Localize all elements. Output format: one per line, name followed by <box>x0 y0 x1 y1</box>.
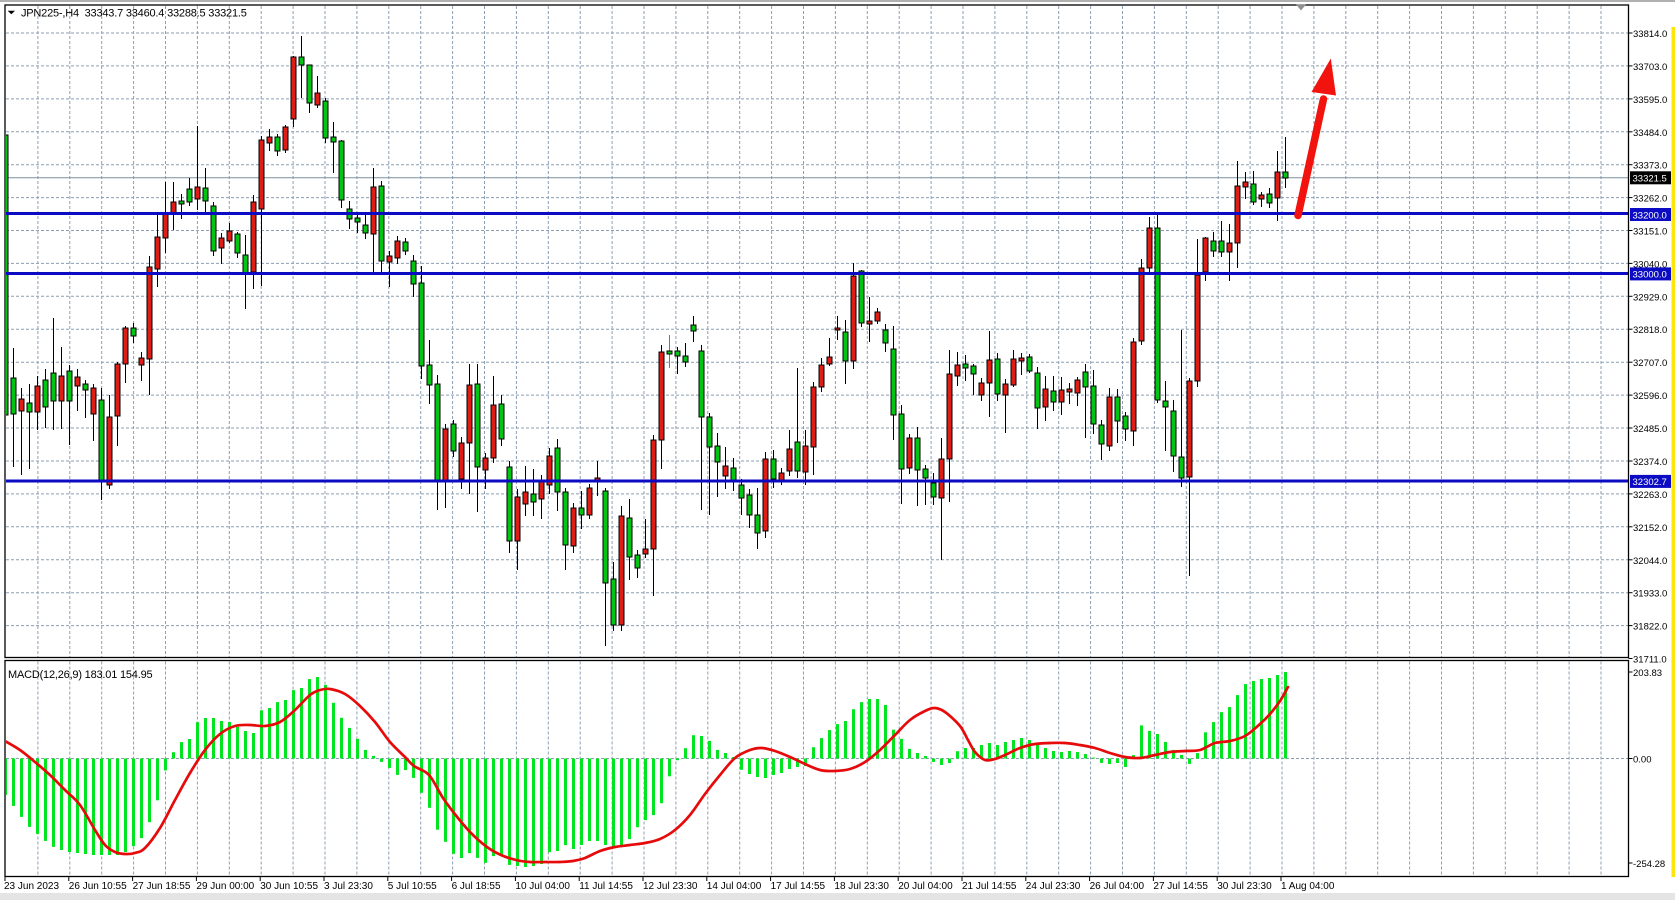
svg-text:29 Jun 00:00: 29 Jun 00:00 <box>196 881 254 892</box>
svg-text:5 Jul 10:55: 5 Jul 10:55 <box>388 881 437 892</box>
svg-text:21 Jul 14:55: 21 Jul 14:55 <box>962 881 1017 892</box>
svg-text:0.00: 0.00 <box>1633 755 1652 766</box>
svg-text:24 Jul 23:30: 24 Jul 23:30 <box>1026 881 1081 892</box>
svg-text:33000.0: 33000.0 <box>1633 270 1667 281</box>
svg-text:32044.0: 32044.0 <box>1633 556 1667 567</box>
svg-text:33373.0: 33373.0 <box>1633 161 1667 172</box>
svg-text:26 Jun 10:55: 26 Jun 10:55 <box>69 881 127 892</box>
svg-text:32263.0: 32263.0 <box>1633 490 1667 501</box>
svg-text:27 Jul 14:55: 27 Jul 14:55 <box>1153 881 1208 892</box>
svg-text:33151.0: 33151.0 <box>1633 227 1667 238</box>
svg-text:32707.0: 32707.0 <box>1633 358 1667 369</box>
svg-text:33814.0: 33814.0 <box>1633 29 1667 40</box>
svg-text:18 Jul 23:30: 18 Jul 23:30 <box>834 881 889 892</box>
svg-text:32485.0: 32485.0 <box>1633 424 1667 435</box>
svg-text:26 Jul 04:00: 26 Jul 04:00 <box>1090 881 1145 892</box>
svg-text:33262.0: 33262.0 <box>1633 194 1667 205</box>
svg-text:33200.0: 33200.0 <box>1633 210 1667 221</box>
svg-text:JPN225-,H4 33343.7 33460.4 33: JPN225-,H4 33343.7 33460.4 33288.5 33321… <box>21 8 247 20</box>
svg-text:12 Jul 23:30: 12 Jul 23:30 <box>643 881 698 892</box>
svg-text:33321.5: 33321.5 <box>1633 174 1667 185</box>
svg-text:17 Jul 14:55: 17 Jul 14:55 <box>771 881 826 892</box>
svg-text:31933.0: 31933.0 <box>1633 589 1667 600</box>
svg-text:32596.0: 32596.0 <box>1633 391 1667 402</box>
svg-text:20 Jul 04:00: 20 Jul 04:00 <box>898 881 953 892</box>
svg-text:33703.0: 33703.0 <box>1633 62 1667 73</box>
svg-text:32302.7: 32302.7 <box>1633 477 1667 488</box>
svg-text:203.83: 203.83 <box>1633 668 1662 679</box>
svg-text:1 Aug 04:00: 1 Aug 04:00 <box>1281 881 1335 892</box>
svg-text:10 Jul 04:00: 10 Jul 04:00 <box>515 881 570 892</box>
svg-text:31711.0: 31711.0 <box>1633 655 1667 666</box>
svg-text:6 Jul 18:55: 6 Jul 18:55 <box>452 881 501 892</box>
svg-text:14 Jul 04:00: 14 Jul 04:00 <box>707 881 762 892</box>
svg-text:32929.0: 32929.0 <box>1633 292 1667 303</box>
svg-text:MACD(12,26,9) 183.01 154.95: MACD(12,26,9) 183.01 154.95 <box>8 669 152 681</box>
svg-text:30 Jun 10:55: 30 Jun 10:55 <box>260 881 318 892</box>
svg-text:30 Jul 23:30: 30 Jul 23:30 <box>1217 881 1272 892</box>
svg-text:-254.28: -254.28 <box>1633 859 1665 870</box>
svg-text:32374.0: 32374.0 <box>1633 457 1667 468</box>
svg-text:32152.0: 32152.0 <box>1633 523 1667 534</box>
svg-text:33595.0: 33595.0 <box>1633 95 1667 106</box>
svg-text:33484.0: 33484.0 <box>1633 128 1667 139</box>
svg-text:3 Jul 23:30: 3 Jul 23:30 <box>324 881 373 892</box>
svg-text:31822.0: 31822.0 <box>1633 622 1667 633</box>
svg-text:11 Jul 14:55: 11 Jul 14:55 <box>579 881 633 892</box>
svg-text:23 Jun 2023: 23 Jun 2023 <box>4 881 59 892</box>
svg-text:32818.0: 32818.0 <box>1633 325 1667 336</box>
svg-text:27 Jun 18:55: 27 Jun 18:55 <box>133 881 191 892</box>
